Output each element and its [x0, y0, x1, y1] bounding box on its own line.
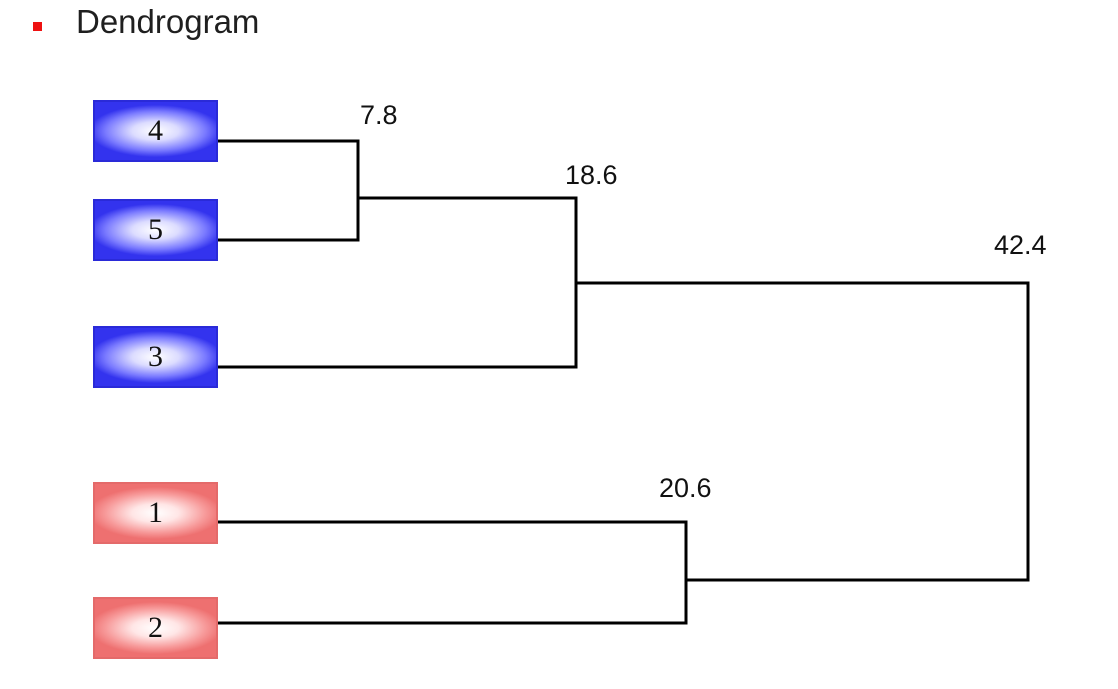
- leaf-4: 4: [93, 100, 218, 162]
- bullet-marker: [33, 22, 42, 31]
- merge-height-1-2: 20.6: [659, 473, 712, 503]
- leaf-5: 5: [93, 199, 218, 261]
- merge-height-4-5: 7.8: [360, 100, 398, 130]
- slide-title: Dendrogram: [76, 3, 260, 40]
- merge-height-root: 42.4: [994, 230, 1047, 260]
- leaf-1: 1: [93, 482, 218, 544]
- merge-height-3-4-5: 18.6: [565, 160, 618, 190]
- leaf-2: 2: [93, 597, 218, 659]
- leaf-3: 3: [93, 326, 218, 388]
